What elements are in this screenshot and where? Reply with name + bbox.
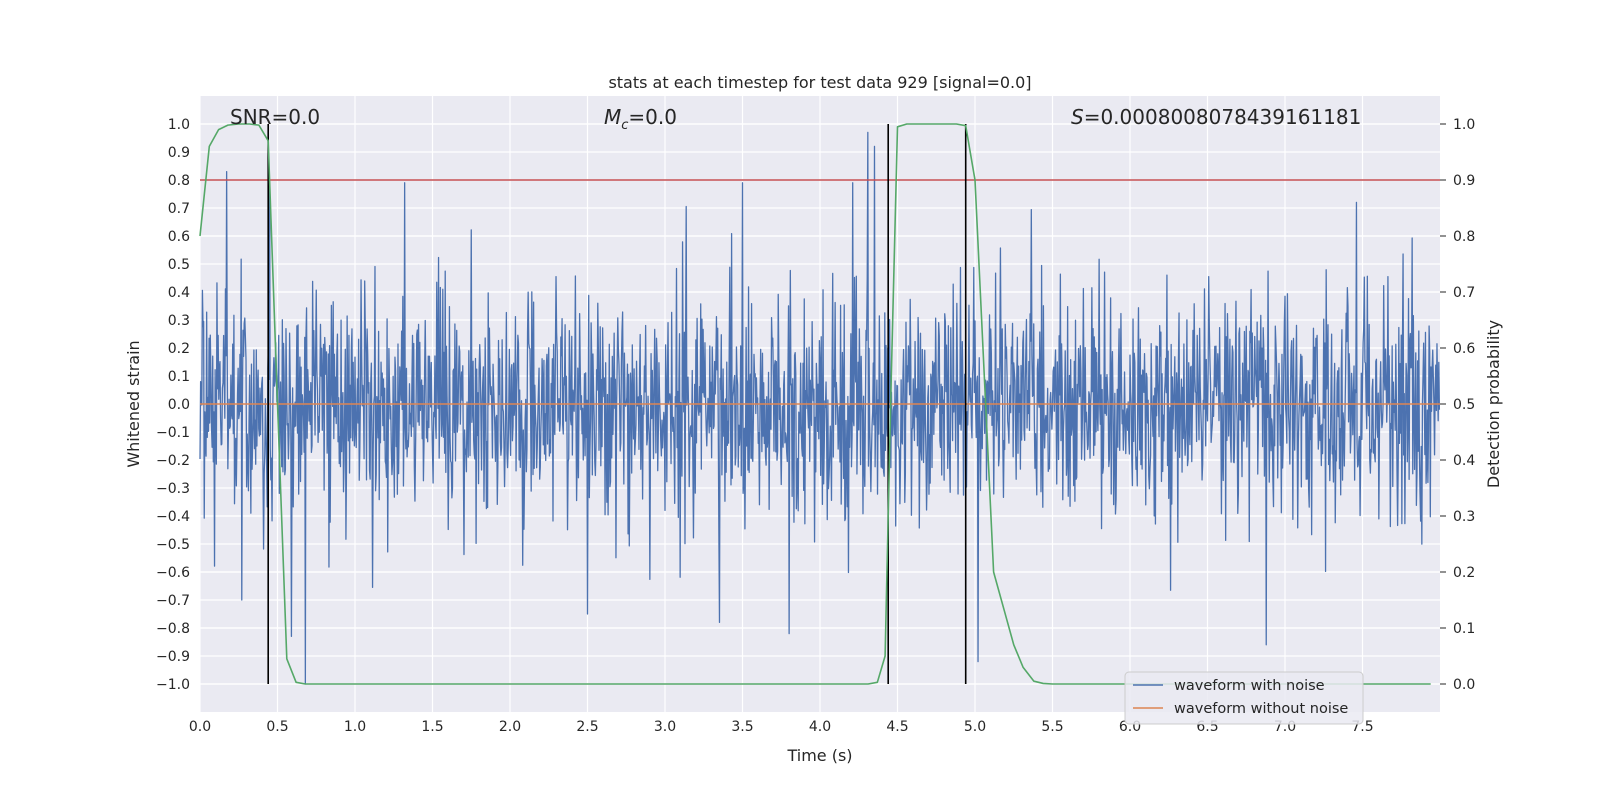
y-left-tick-label: 0.0 — [168, 397, 190, 413]
y-right-tick-label: 0.9 — [1453, 173, 1475, 189]
y-right-tick-label: 0.7 — [1453, 285, 1475, 301]
y-right-tick-label: 0.3 — [1453, 509, 1475, 525]
y-left-tick-label: 0.2 — [168, 341, 190, 357]
legend: waveform with noise waveform without noi… — [1124, 671, 1364, 725]
y-left-tick-label: −0.5 — [156, 537, 190, 553]
y-left-tick-label: −0.8 — [156, 621, 190, 637]
x-tick-label: 1.5 — [421, 719, 443, 735]
y-left-tick-label: −0.3 — [156, 481, 190, 497]
legend-label-noisy: waveform with noise — [1174, 678, 1325, 694]
x-tick-label: 0.5 — [266, 719, 288, 735]
chirp-mass-symbol: M — [604, 105, 621, 129]
x-tick-label: 4.0 — [809, 719, 831, 735]
score-annotation: S=0.0008008078439161181 — [1071, 105, 1361, 129]
series-detection-probability — [199, 123, 1431, 685]
ticks-layer: 0.0 0.5 1.0 1.5 2.0 2.5 3.0 3.5 4.0 4.5 5.0 5.5 6.0 6… — [156, 117, 1475, 735]
y-right-tick-label: 0.0 — [1453, 677, 1475, 693]
y-left-tick-label: −0.4 — [156, 509, 190, 525]
y-right-tick-label: 0.4 — [1453, 453, 1475, 469]
x-tick-label: 2.0 — [499, 719, 521, 735]
y-right-tick-label: 0.6 — [1453, 341, 1475, 357]
y-right-tick-label: 1.0 — [1453, 117, 1475, 133]
x-tick-label: 0.0 — [189, 719, 211, 735]
y-left-tick-label: 0.3 — [168, 313, 190, 329]
y-left-tick-label: −0.7 — [156, 593, 190, 609]
y-left-tick-label: 0.6 — [168, 229, 190, 245]
x-tick-label: 5.5 — [1041, 719, 1063, 735]
x-tick-label: 1.0 — [344, 719, 366, 735]
series-waveform-with-noise — [199, 131, 1441, 685]
x-tick-label: 4.5 — [886, 719, 908, 735]
x-tick-label: 3.0 — [654, 719, 676, 735]
y-left-tick-label: 0.9 — [168, 145, 190, 161]
y-left-tick-label: 0.4 — [168, 285, 190, 301]
chirp-mass-annotation: Mc=0.0 — [604, 105, 677, 133]
y-left-tick-label: 1.0 — [168, 117, 190, 133]
y-left-tick-label: −1.0 — [156, 677, 190, 693]
x-tick-label: 2.5 — [576, 719, 598, 735]
score-value: =0.0008008078439161181 — [1084, 105, 1362, 129]
score-symbol: S — [1071, 105, 1084, 129]
y-right-tick-label: 0.2 — [1453, 565, 1475, 581]
legend-label-clean: waveform without noise — [1174, 701, 1348, 717]
y-left-tick-label: −0.2 — [156, 453, 190, 469]
y-right-tick-label: 0.8 — [1453, 229, 1475, 245]
y-left-tick-label: 0.1 — [168, 369, 190, 385]
y-axis-label-right: Detection probability — [1484, 320, 1503, 488]
y-left-tick-label: 0.8 — [168, 173, 190, 189]
y-left-tick-label: −0.9 — [156, 649, 190, 665]
series-layer — [199, 123, 1441, 685]
y-right-tick-label: 0.1 — [1453, 621, 1475, 637]
x-tick-label: 3.5 — [731, 719, 753, 735]
y-right-tick-label: 0.5 — [1453, 397, 1475, 413]
y-left-tick-label: −0.6 — [156, 565, 190, 581]
chirp-mass-value: =0.0 — [628, 105, 677, 129]
x-axis-label: Time (s) — [786, 746, 852, 765]
chirp-mass-subscript: c — [621, 118, 628, 133]
y-left-tick-label: −0.1 — [156, 425, 190, 441]
y-axis-label-left: Whitened strain — [124, 340, 143, 467]
chart-title: stats at each timestep for test data 929… — [608, 73, 1031, 92]
y-left-tick-label: 0.5 — [168, 257, 190, 273]
x-tick-label: 5.0 — [964, 719, 986, 735]
y-left-tick-label: 0.7 — [168, 201, 190, 217]
legend-box — [1124, 671, 1364, 725]
snr-annotation: SNR=0.0 — [230, 105, 320, 129]
